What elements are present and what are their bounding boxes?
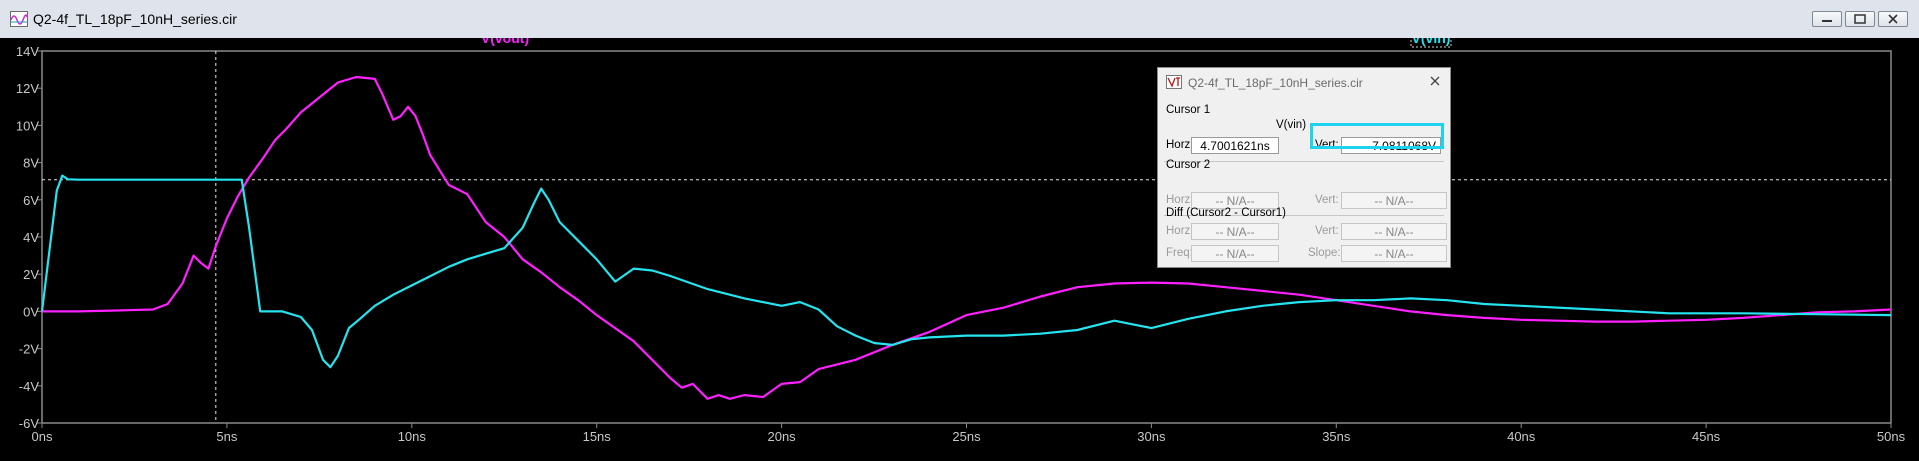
diff-vert-label: Vert:	[1315, 225, 1339, 237]
cursor-dialog-icon	[1166, 75, 1182, 89]
x-tick-label: 40ns	[1507, 429, 1536, 444]
close-icon	[1888, 14, 1898, 24]
cursor2-vert-field: -- N/A--	[1341, 192, 1447, 209]
window-title: Q2-4f_TL_18pF_10nH_series.cir	[33, 11, 237, 27]
plot-frame	[41, 50, 1892, 424]
diff-heading: Diff (Cursor2 - Cursor1)	[1166, 207, 1286, 219]
freq-label: Freq:	[1166, 247, 1193, 259]
slope-label: Slope:	[1308, 247, 1341, 259]
y-tick-label: 0V	[23, 304, 39, 319]
cursor1-trace-label: V(vin)	[1276, 119, 1307, 131]
waveform-plot-pane[interactable]: 14V 12V 10V 8V 6V 4V 2V 0V -2V -4V -6V 0ns 5ns 10ns 15…	[0, 38, 1919, 461]
restore-button[interactable]	[1845, 11, 1875, 27]
trace-vvin	[40, 174, 1892, 369]
trace-label-vin: V(vin)	[1412, 38, 1451, 46]
x-tick-label: 45ns	[1692, 429, 1721, 444]
restore-icon	[1854, 14, 1866, 24]
diff-horz-field: -- N/A--	[1191, 223, 1279, 240]
trace-label-vout: V(vout)	[481, 38, 529, 46]
y-tick-label: -4V	[19, 379, 40, 394]
x-tick-label: 30ns	[1137, 429, 1166, 444]
close-icon[interactable]	[1428, 74, 1442, 88]
y-tick-label: 4V	[23, 230, 39, 245]
minimize-icon	[1822, 20, 1832, 22]
trace-vvout	[42, 75, 1892, 400]
y-tick-label: 6V	[23, 193, 39, 208]
minimize-button[interactable]	[1812, 11, 1842, 27]
divider	[1164, 161, 1444, 162]
x-tick-label: 50ns	[1877, 429, 1906, 444]
cursor2-horz-label: Horz:	[1166, 194, 1194, 206]
cursor2-heading: Cursor 2	[1166, 159, 1211, 171]
y-tick-label: 10V	[16, 118, 39, 133]
vert-value-highlight	[1310, 123, 1444, 149]
y-tick-label: 8V	[23, 156, 39, 171]
cursor1-heading: Cursor 1	[1166, 104, 1211, 116]
close-button[interactable]	[1878, 11, 1908, 27]
cursor-dialog-title: Q2-4f_TL_18pF_10nH_series.cir	[1188, 76, 1363, 90]
cursor-dialog[interactable]: Q2-4f_TL_18pF_10nH_series.cir Cursor 1 V…	[1157, 67, 1451, 268]
cursor-dialog-titlebar[interactable]: Q2-4f_TL_18pF_10nH_series.cir	[1158, 68, 1450, 96]
freq-field: -- N/A--	[1191, 245, 1279, 262]
divider	[1164, 215, 1444, 216]
x-tick-label: 15ns	[583, 429, 612, 444]
waveform-app-icon	[10, 11, 28, 27]
cursor1-horz-field[interactable]: 4.7001621ns	[1191, 137, 1279, 154]
slope-field: -- N/A--	[1341, 245, 1447, 262]
x-tick-label: 5ns	[216, 429, 237, 444]
y-tick-label: -2V	[19, 342, 40, 357]
x-tick-label: 0ns	[32, 429, 53, 444]
cursor1-horz-label: Horz:	[1166, 139, 1194, 151]
diff-horz-label: Horz:	[1166, 225, 1194, 237]
x-tick-label: 10ns	[398, 429, 427, 444]
y-tick-label: 12V	[16, 81, 39, 96]
y-tick-label: -6V	[19, 416, 40, 431]
x-tick-label: 35ns	[1322, 429, 1351, 444]
y-tick-label: 2V	[23, 267, 39, 282]
cursor2-vert-label: Vert:	[1315, 194, 1339, 206]
x-tick-label: 20ns	[767, 429, 796, 444]
cursor2-horz-field: -- N/A--	[1191, 192, 1279, 209]
x-tick-label: 25ns	[952, 429, 981, 444]
diff-vert-field: -- N/A--	[1341, 223, 1447, 240]
window-titlebar: Q2-4f_TL_18pF_10nH_series.cir	[0, 0, 1919, 39]
y-tick-label: 14V	[16, 44, 39, 59]
